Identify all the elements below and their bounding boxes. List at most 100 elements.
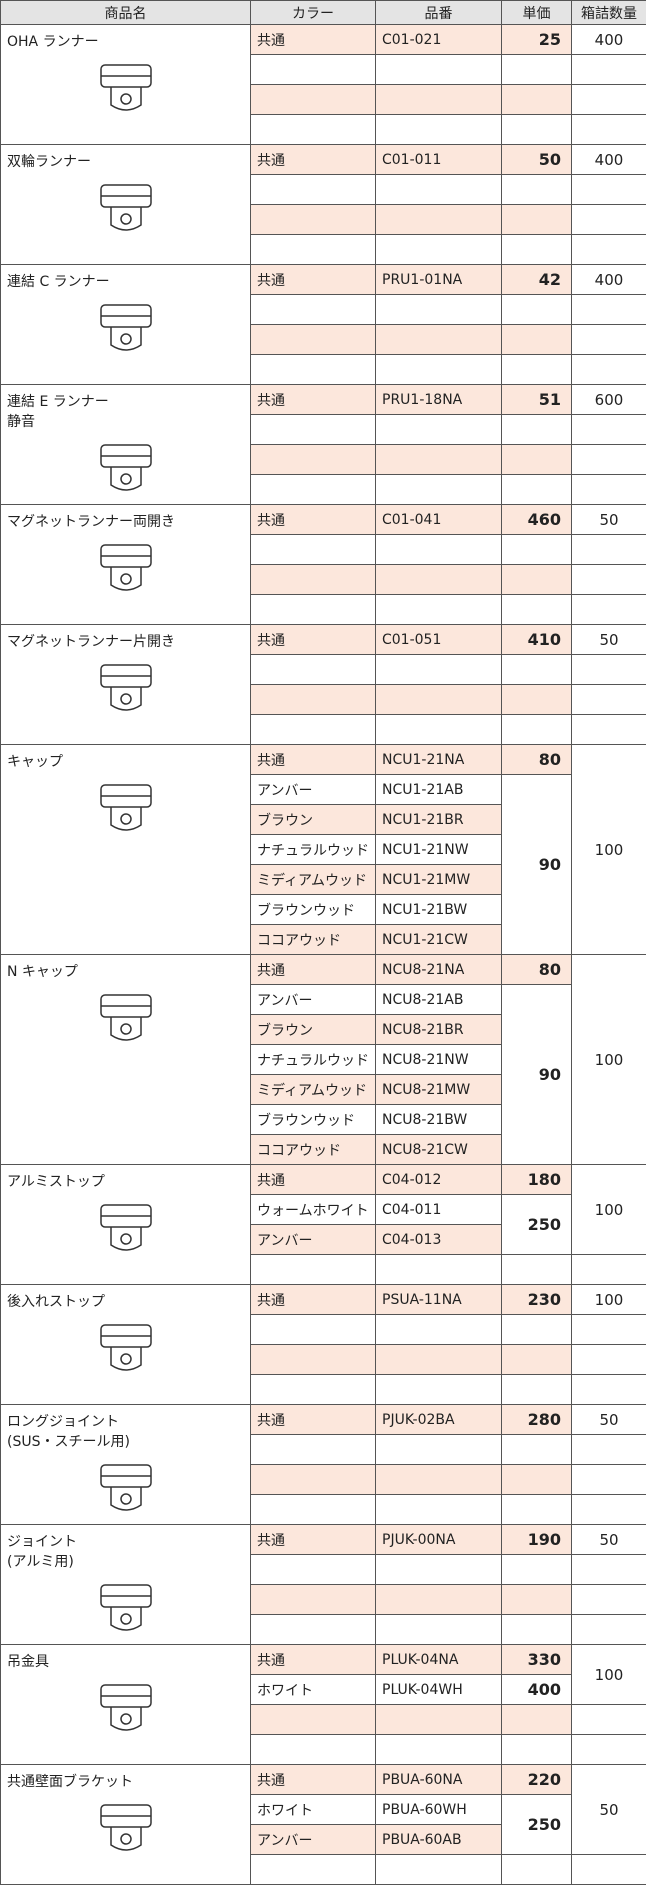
code-cell — [376, 1315, 502, 1345]
qty-cell — [572, 475, 646, 505]
color-cell — [251, 235, 376, 265]
price-cell — [502, 475, 572, 505]
color-cell: 共通 — [251, 145, 376, 175]
code-cell — [376, 445, 502, 475]
qty-cell — [572, 355, 646, 385]
price-cell — [502, 1735, 572, 1765]
price-cell — [502, 1615, 572, 1645]
color-cell — [251, 1555, 376, 1585]
color-cell: 共通 — [251, 1165, 376, 1195]
color-cell — [251, 715, 376, 745]
color-cell — [251, 535, 376, 565]
product-name: キャップ — [7, 751, 244, 771]
price-cell — [502, 235, 572, 265]
product-name-cell: アルミストップ — [1, 1165, 251, 1285]
price-cell: 400 — [502, 1675, 572, 1705]
code-cell: NCU1-21CW — [376, 925, 502, 955]
header-cell: 品番 — [376, 1, 502, 25]
code-cell: NCU8-21BW — [376, 1105, 502, 1135]
code-cell: C01-011 — [376, 145, 502, 175]
code-cell — [376, 235, 502, 265]
code-cell — [376, 295, 502, 325]
product-name-cell: キャップ — [1, 745, 251, 955]
code-cell — [376, 115, 502, 145]
code-cell — [376, 595, 502, 625]
price-cell — [502, 415, 572, 445]
product-name-cell: 吊金具 — [1, 1645, 251, 1765]
color-cell — [251, 475, 376, 505]
code-cell — [376, 55, 502, 85]
code-cell: C04-011 — [376, 1195, 502, 1225]
color-cell — [251, 565, 376, 595]
product-illustration — [71, 1197, 181, 1257]
qty-cell: 50 — [572, 505, 646, 535]
product-name: 共通壁面ブラケット — [7, 1771, 244, 1791]
color-cell: 共通 — [251, 505, 376, 535]
color-cell — [251, 1435, 376, 1465]
code-cell — [376, 1255, 502, 1285]
color-cell: アンバー — [251, 775, 376, 805]
code-cell — [376, 355, 502, 385]
color-cell: ミディアムウッド — [251, 865, 376, 895]
price-cell — [502, 715, 572, 745]
qty-cell — [572, 175, 646, 205]
product-name: 吊金具 — [7, 1651, 244, 1671]
qty-cell — [572, 1465, 646, 1495]
code-cell: C01-021 — [376, 25, 502, 55]
code-cell: PRU1-18NA — [376, 385, 502, 415]
code-cell — [376, 1555, 502, 1585]
price-cell — [502, 1375, 572, 1405]
code-cell: NCU1-21NA — [376, 745, 502, 775]
color-cell: 共通 — [251, 1285, 376, 1315]
color-cell — [251, 85, 376, 115]
product-name: 双輪ランナー — [7, 151, 244, 171]
price-cell — [502, 1255, 572, 1285]
price-cell: 80 — [502, 955, 572, 985]
product-name: 静音 — [7, 411, 244, 431]
product-illustration — [71, 1317, 181, 1377]
qty-cell: 400 — [572, 25, 646, 55]
code-cell — [376, 1345, 502, 1375]
code-cell: C01-041 — [376, 505, 502, 535]
code-cell — [376, 1585, 502, 1615]
code-cell: PJUK-02BA — [376, 1405, 502, 1435]
qty-cell: 100 — [572, 955, 646, 1165]
price-cell: 280 — [502, 1405, 572, 1435]
code-cell — [376, 535, 502, 565]
price-cell — [502, 55, 572, 85]
color-cell: ナチュラルウッド — [251, 835, 376, 865]
qty-cell — [572, 1255, 646, 1285]
code-cell: NCU8-21NA — [376, 955, 502, 985]
code-cell: NCU8-21AB — [376, 985, 502, 1015]
product-name: ジョイント — [7, 1531, 244, 1551]
qty-cell: 50 — [572, 1765, 646, 1855]
color-cell: 共通 — [251, 265, 376, 295]
qty-cell — [572, 1315, 646, 1345]
color-cell — [251, 595, 376, 625]
color-cell: ブラウン — [251, 1015, 376, 1045]
header-cell: 商品名 — [1, 1, 251, 25]
price-cell — [502, 1855, 572, 1885]
color-cell — [251, 1585, 376, 1615]
color-cell — [251, 415, 376, 445]
code-cell — [376, 565, 502, 595]
color-cell — [251, 1705, 376, 1735]
price-cell — [502, 1465, 572, 1495]
price-cell: 460 — [502, 505, 572, 535]
product-name: マグネットランナー両開き — [7, 511, 244, 531]
color-cell — [251, 1375, 376, 1405]
price-cell — [502, 685, 572, 715]
qty-cell — [572, 1585, 646, 1615]
